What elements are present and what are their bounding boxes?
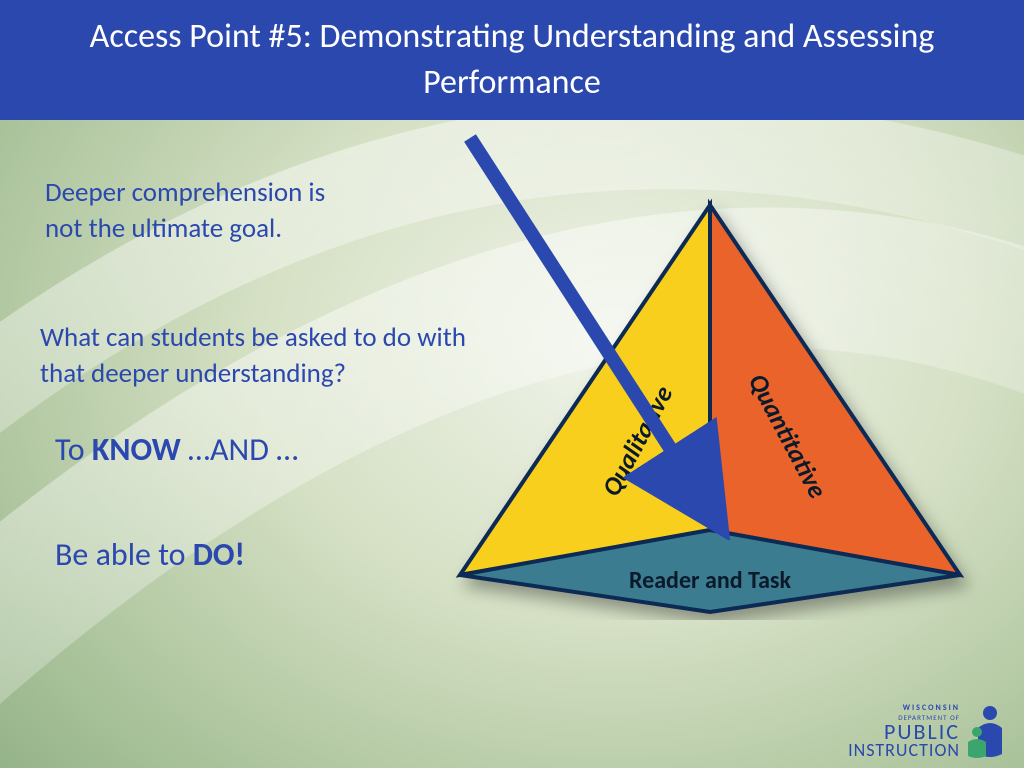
logo-line2: INSTRUCTION: [848, 742, 960, 758]
text-do-a: Be able to: [55, 535, 193, 574]
pyramid-diagram: Qualitative Quantitative Reader and Task: [420, 180, 1000, 620]
slide-title: Access Point #5: Demonstrating Understan…: [30, 14, 994, 106]
title-bar: Access Point #5: Demonstrating Understan…: [0, 0, 1024, 120]
logo-state: WISCONSIN: [848, 703, 960, 713]
pyramid-left-face: [460, 205, 710, 575]
text-know-b: KNOW: [92, 430, 181, 469]
pyramid-base-label: Reader and Task: [629, 566, 792, 595]
logo-dpi: WISCONSIN DEPARTMENT OF PUBLIC INSTRUCTI…: [848, 703, 1006, 758]
text-know-a: To: [55, 430, 92, 469]
text-know-c: …AND …: [181, 430, 299, 469]
text-do-b: DO!: [193, 535, 245, 574]
text-comprehension: Deeper comprehension is not the ultimate…: [45, 175, 355, 248]
text-know: To KNOW …AND …: [55, 430, 298, 469]
text-do: Be able to DO!: [55, 535, 245, 574]
slide: Access Point #5: Demonstrating Understan…: [0, 0, 1024, 768]
logo-people-icon: [964, 704, 1006, 758]
